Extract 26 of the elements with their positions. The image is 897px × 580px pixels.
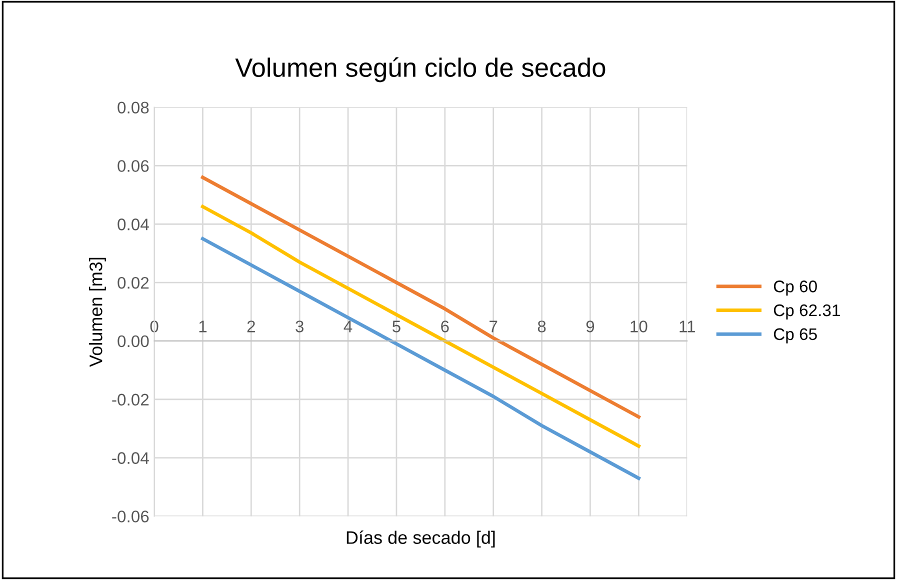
y-axis-title: Volumen [m3] xyxy=(89,258,106,367)
x-axis-title: Días de secado [d] xyxy=(346,530,495,548)
y-tick-label: -0.06 xyxy=(112,510,149,522)
y-tick-label: 0.08 xyxy=(118,102,149,114)
y-tick-label: 0.04 xyxy=(118,218,149,230)
legend-label: Cp 62.31 xyxy=(774,304,840,320)
chart-title: Volumen según ciclo de secado xyxy=(235,57,606,82)
x-tick-label: 0 xyxy=(150,320,158,332)
x-tick-label: 10 xyxy=(630,320,648,332)
legend-label: Cp 65 xyxy=(774,328,817,344)
legend-label: Cp 60 xyxy=(774,280,817,296)
x-tick-label: 11 xyxy=(680,320,695,332)
x-tick-label: 7 xyxy=(490,320,498,332)
y-tick-label: -0.04 xyxy=(112,452,149,464)
x-tick-label: 6 xyxy=(441,320,449,332)
x-tick-label: 8 xyxy=(538,320,546,332)
y-tick-label: 0.00 xyxy=(118,335,149,348)
x-tick-label: 2 xyxy=(247,320,255,332)
y-tick-label: -0.02 xyxy=(112,394,149,406)
x-tick-label: 5 xyxy=(392,320,400,332)
y-tick-label: 0.02 xyxy=(118,276,149,289)
x-tick-label: 1 xyxy=(199,320,207,332)
x-tick-label: 9 xyxy=(586,320,594,332)
x-tick-label: 3 xyxy=(296,320,304,332)
y-tick-label: 0.06 xyxy=(118,160,149,172)
x-tick-label: 4 xyxy=(344,320,352,332)
